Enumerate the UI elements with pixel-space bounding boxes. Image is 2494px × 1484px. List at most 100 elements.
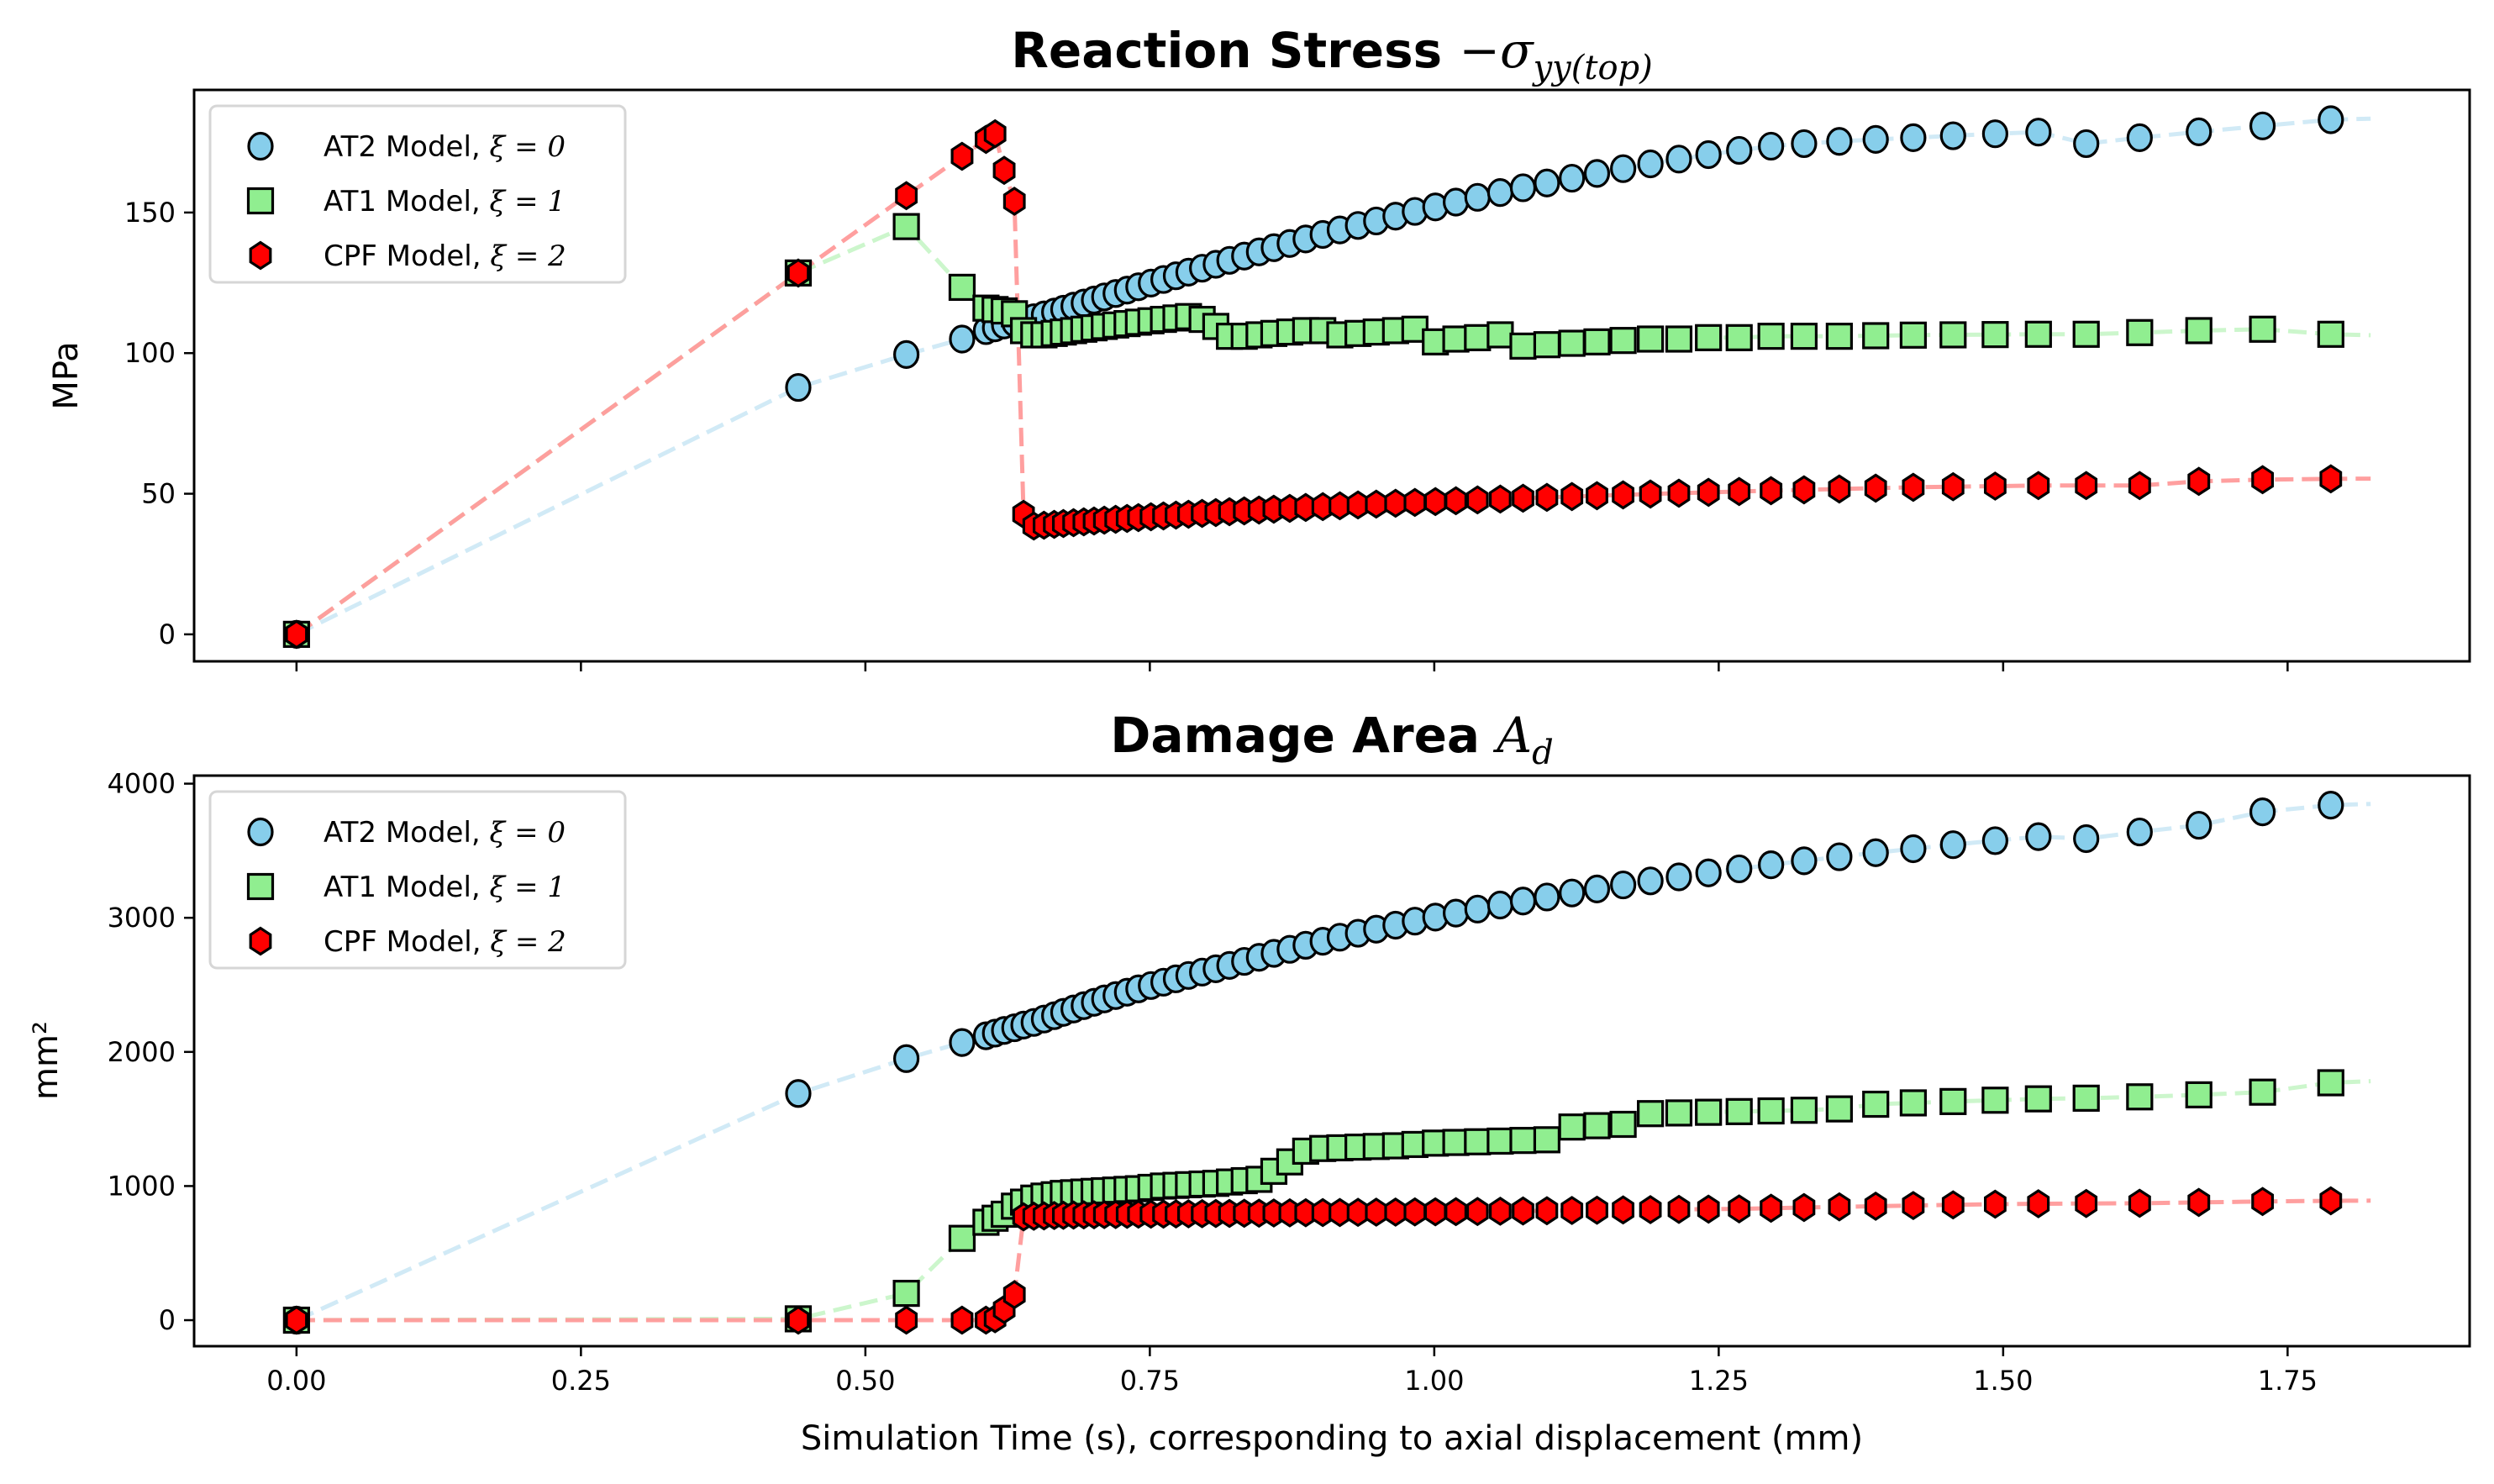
cpf-data-point [992,155,1016,186]
at1-data-point [1464,1128,1492,1155]
cpf-data-point [1444,1197,1468,1227]
cpf-data-point [1902,1191,1925,1221]
at1-data-point [1509,1127,1537,1155]
cpf-data-point [1667,1194,1691,1224]
legend-label: CPF Model, ξ = 2 [324,239,566,273]
at2-data-point [1826,127,1853,156]
at2-data-point [893,1044,920,1073]
cpf-data-point [2128,471,2151,501]
cpf-data-point [1384,1197,1407,1227]
at1-data-point [1486,321,1514,349]
at1-data-point [1486,1127,1514,1155]
at2-data-point [1862,838,1889,867]
at2-data-point [1826,842,1853,871]
at2-data-point [1637,866,1664,896]
at2-data-point [1695,858,1722,887]
at2-data-point [1637,149,1664,179]
cpf-data-point [1941,471,1965,502]
at1-data-point [2249,315,2276,343]
at1-data-point [1558,329,1586,357]
at2-data-point [1791,846,1818,876]
cpf-data-point [2027,471,2050,501]
at1-data-point [2126,318,2154,346]
at2-data-point [1939,830,1966,860]
at1-data-point [1790,1097,1818,1124]
at1-data-point [1899,321,1927,349]
at2-data-point [949,1028,976,1057]
legend-box [208,790,627,970]
cpf-data-point [787,1305,810,1335]
at1-data-point [1695,1098,1723,1126]
x-tick-label: 0.75 [1120,1365,1180,1397]
cpf-data-point [1423,1197,1447,1227]
y-tick-label: 0 [159,618,176,650]
cpf-data-point [1728,1194,1751,1224]
legend-item-at2: AT2 Model, ξ = 0 [247,130,566,164]
at1-data-point [892,213,920,240]
cpf-data-point [1535,1196,1559,1226]
cpf-data-point [1423,487,1447,517]
cpf-data-point [895,1305,918,1335]
legend-item-cpf: CPF Model, ξ = 2 [249,239,566,273]
at2-data-point [893,339,920,370]
cpf-data-point [1828,474,1851,504]
legend-box [208,104,627,284]
at1-data-point [1862,322,1890,350]
cpf-data-point [1941,1190,1965,1220]
at2-data-point [1981,826,2008,855]
cpf-data-point [1365,489,1388,519]
at2-data-point [2318,791,2344,820]
x-tick-label: 1.50 [1973,1365,2033,1397]
at2-legend-marker-icon [247,817,274,847]
cpf-data-point [1403,1197,1427,1227]
cpf-data-point [983,118,1007,149]
cpf-data-point [1403,487,1427,518]
at2-data-point [1486,890,1513,920]
legend-label: CPF Model, ξ = 2 [324,925,566,959]
cpf-data-point [2251,1187,2274,1217]
at1-data-point [1533,1126,1561,1154]
damage-area-panel: Damage Area Ad 0 1000 2000 3000 4000 0.00 0.2… [27,707,2471,1397]
at2-data-point [1442,187,1470,217]
at2-data-point [1695,139,1722,170]
cpf-legend-marker-icon [249,240,272,271]
at2-data-point [785,1079,812,1108]
y-tick-label: 4000 [108,768,176,800]
at2-legend-marker-icon [247,131,274,161]
damage-area-y-ticks: 0 1000 2000 3000 4000 [108,768,194,1336]
at2-data-point [1900,834,1927,864]
at2-data-point [1583,159,1611,188]
reaction-stress-plot-area [282,105,2371,650]
at1-data-point [1637,325,1665,353]
at2-data-point [2249,111,2276,140]
cpf-data-point [1586,1195,1608,1225]
cpf-data-point [2027,1189,2050,1218]
cpf-data-point [1444,486,1468,516]
x-tick-label: 1.00 [1404,1365,1464,1397]
at1-data-point [1583,1112,1611,1139]
at2-data-point [1583,874,1611,903]
at1-data-point [2126,1083,2154,1111]
reaction-stress-y-axis-label: MPa [47,341,86,409]
at2-data-point [1758,850,1785,880]
at2-data-point [2126,817,2153,847]
at2-data-point [2186,810,2213,840]
at1-data-point [1790,323,1818,350]
x-tick-label: 0.00 [266,1365,326,1397]
cpf-data-point [2128,1188,2151,1218]
at2-data-point [1534,168,1560,197]
y-tick-label: 100 [124,337,176,369]
at1-data-point [1757,1097,1785,1125]
cpf-data-point [895,181,918,211]
at2-data-point [2073,824,2100,854]
legend-label: AT2 Model, ξ = 0 [324,130,566,164]
cpf-data-point [1760,476,1783,506]
title-math-symbol: A [1492,707,1532,764]
cpf-data-point [1560,482,1584,512]
cpf-data-point [1002,1280,1026,1310]
at1-data-point [1899,1089,1927,1117]
at2-data-point [2025,822,2052,851]
at2-data-point [1791,129,1818,159]
damage-area-legend: AT2 Model, ξ = 0 AT1 Model, ξ = 1 CPF Mode… [208,790,627,970]
cpf-data-point [2075,1188,2098,1218]
